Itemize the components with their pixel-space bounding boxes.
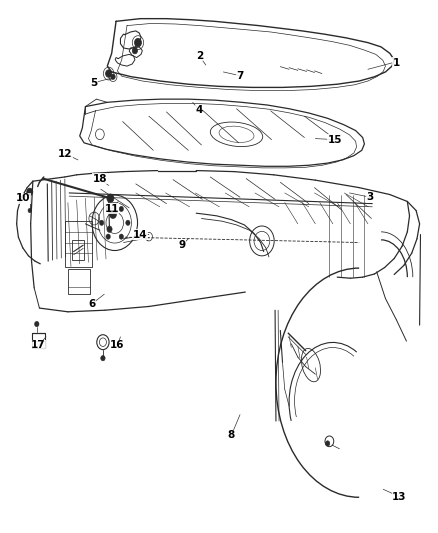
- Circle shape: [107, 226, 112, 232]
- Circle shape: [106, 206, 110, 212]
- Text: 1: 1: [393, 58, 400, 68]
- Text: 2: 2: [196, 51, 203, 61]
- Text: 12: 12: [57, 149, 72, 158]
- Bar: [65, 221, 92, 266]
- Circle shape: [106, 70, 112, 77]
- Circle shape: [110, 210, 117, 219]
- Circle shape: [119, 234, 124, 239]
- Text: 6: 6: [88, 299, 95, 309]
- Circle shape: [106, 234, 110, 239]
- Circle shape: [101, 356, 105, 361]
- Bar: [32, 333, 45, 348]
- Text: 18: 18: [92, 174, 107, 183]
- Circle shape: [119, 206, 124, 212]
- Text: 17: 17: [31, 341, 46, 350]
- Bar: [72, 240, 84, 260]
- Circle shape: [35, 321, 39, 327]
- Text: 11: 11: [104, 204, 119, 214]
- Circle shape: [99, 220, 104, 225]
- Circle shape: [28, 208, 32, 213]
- Text: 3: 3: [367, 192, 374, 202]
- Circle shape: [111, 74, 115, 79]
- Text: 9: 9: [178, 240, 185, 250]
- Text: 13: 13: [392, 492, 407, 502]
- Circle shape: [27, 188, 33, 196]
- Text: 16: 16: [110, 341, 125, 350]
- Text: 10: 10: [15, 193, 30, 203]
- Circle shape: [107, 194, 114, 203]
- Text: 15: 15: [328, 135, 343, 144]
- Circle shape: [132, 47, 138, 54]
- Bar: [68, 269, 90, 294]
- Text: 4: 4: [196, 106, 203, 115]
- Circle shape: [126, 220, 130, 225]
- Circle shape: [325, 441, 330, 446]
- Text: 8: 8: [228, 431, 235, 440]
- Text: 7: 7: [237, 71, 244, 80]
- Text: 14: 14: [133, 230, 148, 239]
- Circle shape: [134, 38, 141, 47]
- Text: 5: 5: [91, 78, 98, 87]
